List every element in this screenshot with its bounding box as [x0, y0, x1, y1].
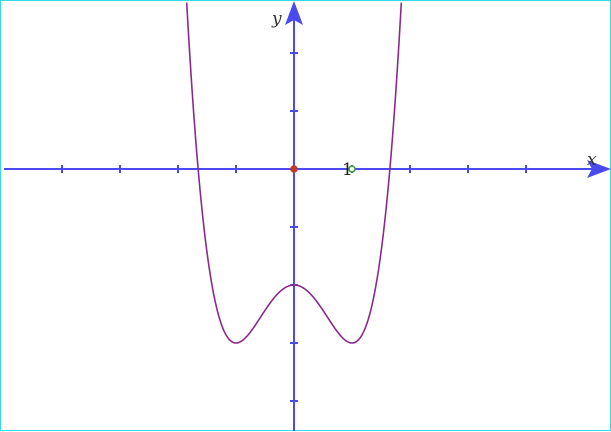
- unit-point: [348, 165, 356, 173]
- curve-layer: [185, 2, 403, 344]
- y-axis-arrow: [285, 1, 303, 25]
- origin-point: [290, 165, 298, 173]
- x-tick-label-1: 1: [342, 160, 353, 180]
- x-axis-label: x: [587, 150, 597, 170]
- point-layer: [290, 165, 356, 173]
- axes: [4, 1, 611, 431]
- y-axis-label: y: [271, 9, 282, 29]
- series-curve-0: [185, 2, 403, 344]
- tick-marks: [61, 52, 527, 402]
- x-axis-arrow: [587, 160, 611, 178]
